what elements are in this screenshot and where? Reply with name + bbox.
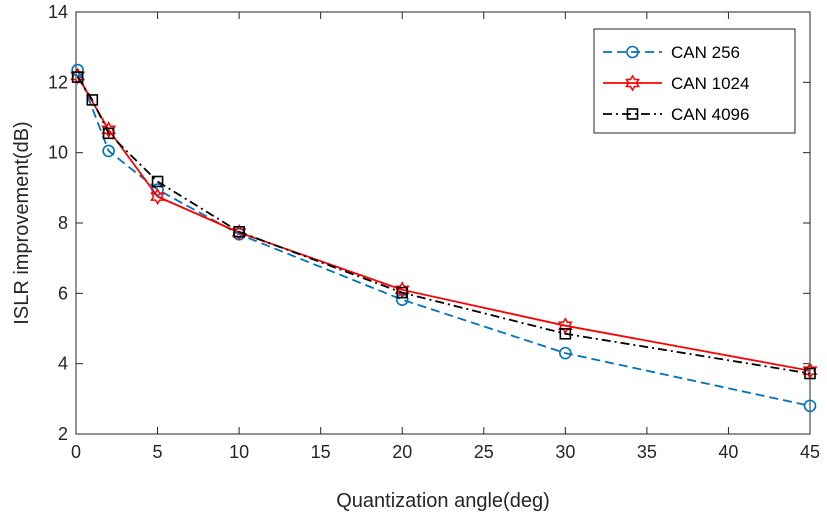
y-tick-label: 10 xyxy=(48,143,68,163)
data-point xyxy=(804,367,816,380)
data-point xyxy=(102,144,115,158)
legend-item: CAN 1024 xyxy=(603,74,749,93)
legend-item: CAN 256 xyxy=(603,43,740,62)
y-tick-label: 12 xyxy=(48,72,68,92)
legend-label: CAN 4096 xyxy=(671,105,749,124)
y-tick-label: 4 xyxy=(58,354,68,374)
x-tick-label: 5 xyxy=(153,442,163,462)
legend-label: CAN 256 xyxy=(671,43,740,62)
legend-label: CAN 1024 xyxy=(671,74,749,93)
data-point xyxy=(71,71,84,83)
x-tick-label: 20 xyxy=(392,442,412,462)
x-tick-label: 15 xyxy=(311,442,331,462)
data-point xyxy=(86,94,99,106)
data-point xyxy=(150,188,165,206)
x-tick-label: 30 xyxy=(555,442,575,462)
data-point xyxy=(71,63,84,77)
series-layer xyxy=(70,63,818,413)
x-tick-label: 45 xyxy=(800,442,820,462)
legend-marker xyxy=(626,45,639,59)
data-point xyxy=(151,175,164,188)
y-axis: 2 4 6 8 10 12 14 xyxy=(48,2,810,444)
data-point xyxy=(394,281,410,299)
legend-marker xyxy=(625,74,640,92)
data-point xyxy=(559,346,572,360)
y-tick-label: 8 xyxy=(58,213,68,233)
x-tick-label: 0 xyxy=(71,442,81,462)
y-tick-label: 14 xyxy=(48,2,68,22)
x-axis-label: Quantization angle(deg) xyxy=(336,490,549,512)
x-tick-label: 35 xyxy=(637,442,657,462)
data-point xyxy=(802,362,818,380)
data-point xyxy=(396,286,409,299)
x-axis: 0 5 10 15 20 25 30 35 40 45 xyxy=(71,12,820,462)
series-line xyxy=(76,69,811,407)
data-point xyxy=(233,225,245,238)
data-point xyxy=(557,317,573,335)
x-tick-label: 10 xyxy=(229,442,249,462)
data-point xyxy=(395,293,409,306)
series-3 xyxy=(71,71,816,380)
x-tick-label: 40 xyxy=(718,442,738,462)
y-axis-label: ISLR improvement(dB) xyxy=(11,121,33,324)
legend-marker xyxy=(626,108,639,120)
data-point xyxy=(102,127,115,140)
y-tick-label: 6 xyxy=(58,283,68,303)
data-point xyxy=(70,67,86,85)
x-tick-label: 25 xyxy=(474,442,494,462)
legend: CAN 256 CAN 1024 CAN 4096 xyxy=(593,28,796,134)
y-tick-label: 2 xyxy=(58,424,68,444)
data-point xyxy=(803,399,817,413)
data-point xyxy=(101,121,116,139)
data-point xyxy=(559,327,572,340)
legend-item: CAN 4096 xyxy=(603,105,749,124)
